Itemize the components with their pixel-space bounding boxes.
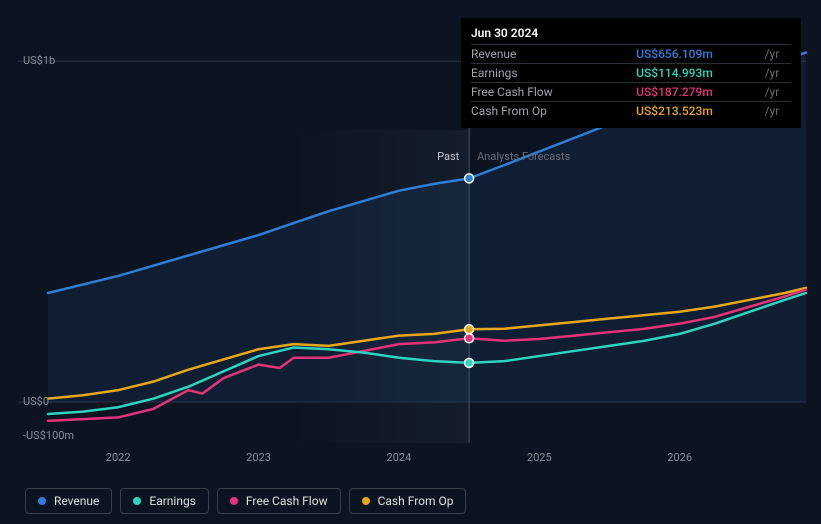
- tooltip-row-unit: /yr: [761, 45, 791, 64]
- tooltip-row: RevenueUS$656.109m/yr: [471, 45, 791, 64]
- legend-dot-icon: [38, 497, 46, 505]
- x-axis-label: 2024: [387, 451, 412, 464]
- tooltip-table: RevenueUS$656.109m/yrEarningsUS$114.993m…: [471, 44, 791, 120]
- tooltip-row: Free Cash FlowUS$187.279m/yr: [471, 83, 791, 102]
- tooltip-row-unit: /yr: [761, 64, 791, 83]
- x-axis-label: 2026: [667, 451, 692, 464]
- tooltip-row: Cash From OpUS$213.523m/yr: [471, 102, 791, 121]
- legend-item-label: Revenue: [54, 494, 99, 508]
- x-axis-label: 2025: [527, 451, 552, 464]
- tooltip-title: Jun 30 2024: [471, 26, 791, 40]
- y-axis-label: US$1b: [23, 54, 55, 67]
- x-axis-label: 2022: [106, 451, 131, 464]
- region-label-past: Past: [437, 150, 459, 163]
- legend-dot-icon: [230, 497, 238, 505]
- legend-dot-icon: [362, 497, 370, 505]
- legend-item-label: Earnings: [149, 494, 196, 508]
- legend-item-label: Cash From Op: [378, 494, 454, 508]
- legend-item-label: Free Cash Flow: [246, 494, 328, 508]
- tooltip-row-value: US$656.109m: [636, 45, 760, 64]
- tooltip-row-value: US$187.279m: [636, 83, 760, 102]
- tooltip-row-value: US$114.993m: [636, 64, 760, 83]
- tooltip-row-label: Earnings: [471, 64, 636, 83]
- y-axis-label: -US$100m: [23, 429, 74, 442]
- tooltip-row-label: Revenue: [471, 45, 636, 64]
- chart-legend: Revenue Earnings Free Cash Flow Cash From O…: [25, 488, 466, 514]
- legend-item-cash_from_op[interactable]: Cash From Op: [349, 488, 467, 514]
- tooltip-row-label: Free Cash Flow: [471, 83, 636, 102]
- chart-tooltip: Jun 30 2024 RevenueUS$656.109m/yrEarning…: [461, 18, 801, 128]
- tooltip-row-unit: /yr: [761, 83, 791, 102]
- legend-item-revenue[interactable]: Revenue: [25, 488, 112, 514]
- tooltip-row: EarningsUS$114.993m/yr: [471, 64, 791, 83]
- region-label-forecast: Analysts Forecasts: [477, 150, 570, 163]
- tooltip-row-unit: /yr: [761, 102, 791, 121]
- legend-dot-icon: [133, 497, 141, 505]
- legend-item-free_cash_flow[interactable]: Free Cash Flow: [217, 488, 341, 514]
- legend-item-earnings[interactable]: Earnings: [120, 488, 209, 514]
- tooltip-row-label: Cash From Op: [471, 102, 636, 121]
- x-axis-label: 2023: [246, 451, 271, 464]
- tooltip-row-value: US$213.523m: [636, 102, 760, 121]
- y-axis-label: US$0: [23, 395, 49, 408]
